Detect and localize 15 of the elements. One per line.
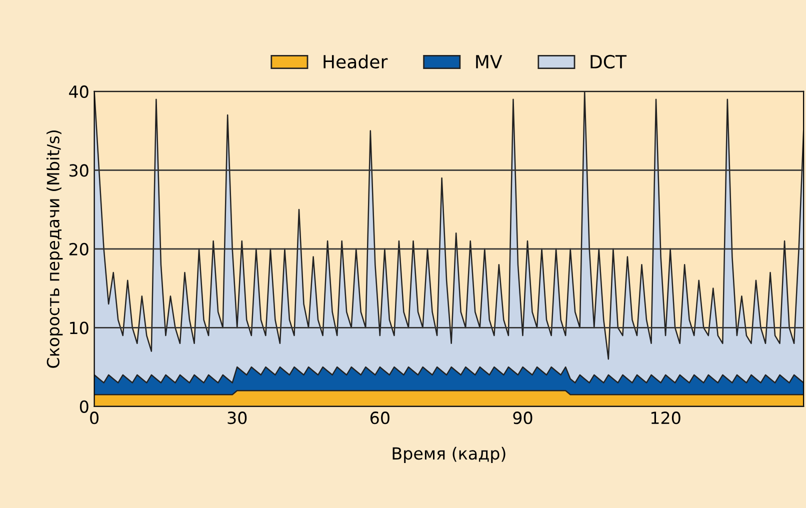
x-tick-label: 0: [90, 412, 98, 424]
x-axis-title: Время (кадр): [392, 446, 506, 463]
legend-label: Header: [324, 54, 388, 69]
y-tick-label: 0: [80, 400, 88, 413]
y-axis-title: Скорость передачи (Mbit/s): [46, 130, 63, 368]
x-tick-label: 30: [228, 412, 247, 424]
x-tick-label: 90: [513, 412, 532, 424]
legend-label: MV: [476, 55, 502, 68]
y-tick-label: 40: [69, 85, 88, 98]
legend-label: DCT: [590, 54, 627, 69]
y-tick-label: 30: [70, 164, 88, 177]
y-tick-label: 20: [69, 242, 88, 256]
x-tick-label: 120: [651, 412, 680, 424]
x-tick-label: 60: [370, 412, 390, 424]
y-tick-label: 10: [70, 322, 88, 334]
